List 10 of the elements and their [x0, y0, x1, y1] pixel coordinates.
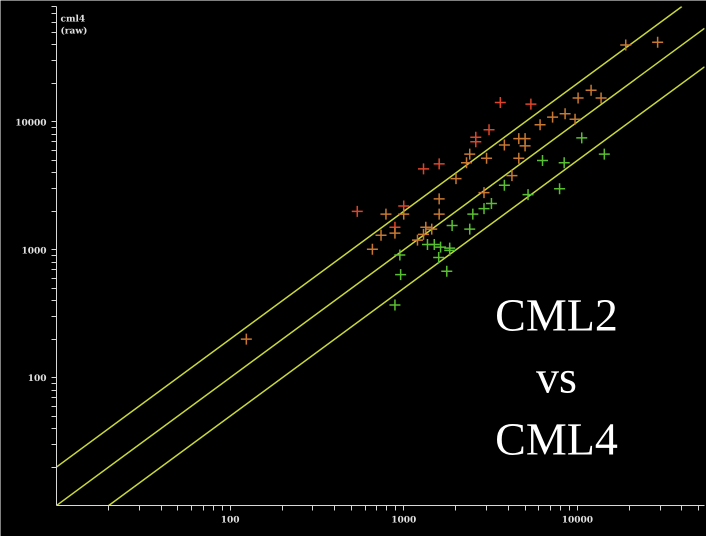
x-tick-label: 100: [220, 516, 240, 526]
annotation: CML4: [495, 414, 618, 464]
x-tick-label: 1000: [391, 516, 416, 526]
annotation: CML2: [495, 290, 618, 340]
y-tick-label: 10000: [15, 118, 46, 128]
x-tick-label: 10000: [562, 516, 593, 526]
y-tick-label: 1000: [21, 246, 47, 256]
y-axis-title: cml4 (raw): [60, 14, 88, 36]
annotation: vs: [536, 352, 577, 402]
y-tick-label: 100: [28, 374, 47, 384]
